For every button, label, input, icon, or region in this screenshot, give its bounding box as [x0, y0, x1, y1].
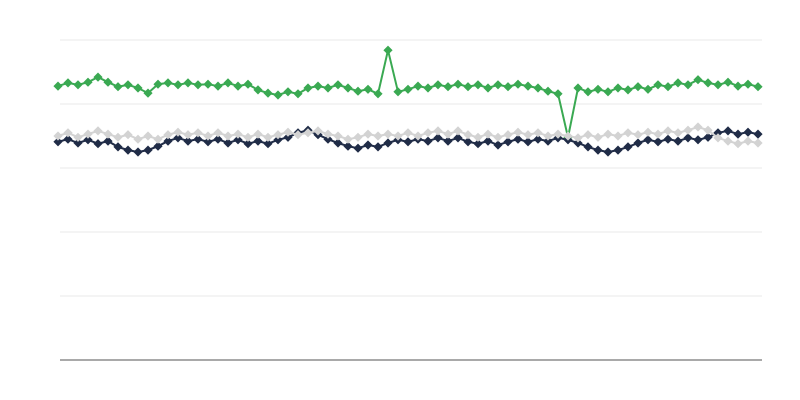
series-green-markers — [53, 45, 763, 142]
series-navy-markers — [53, 125, 763, 157]
series-light-gray-markers — [53, 122, 763, 149]
